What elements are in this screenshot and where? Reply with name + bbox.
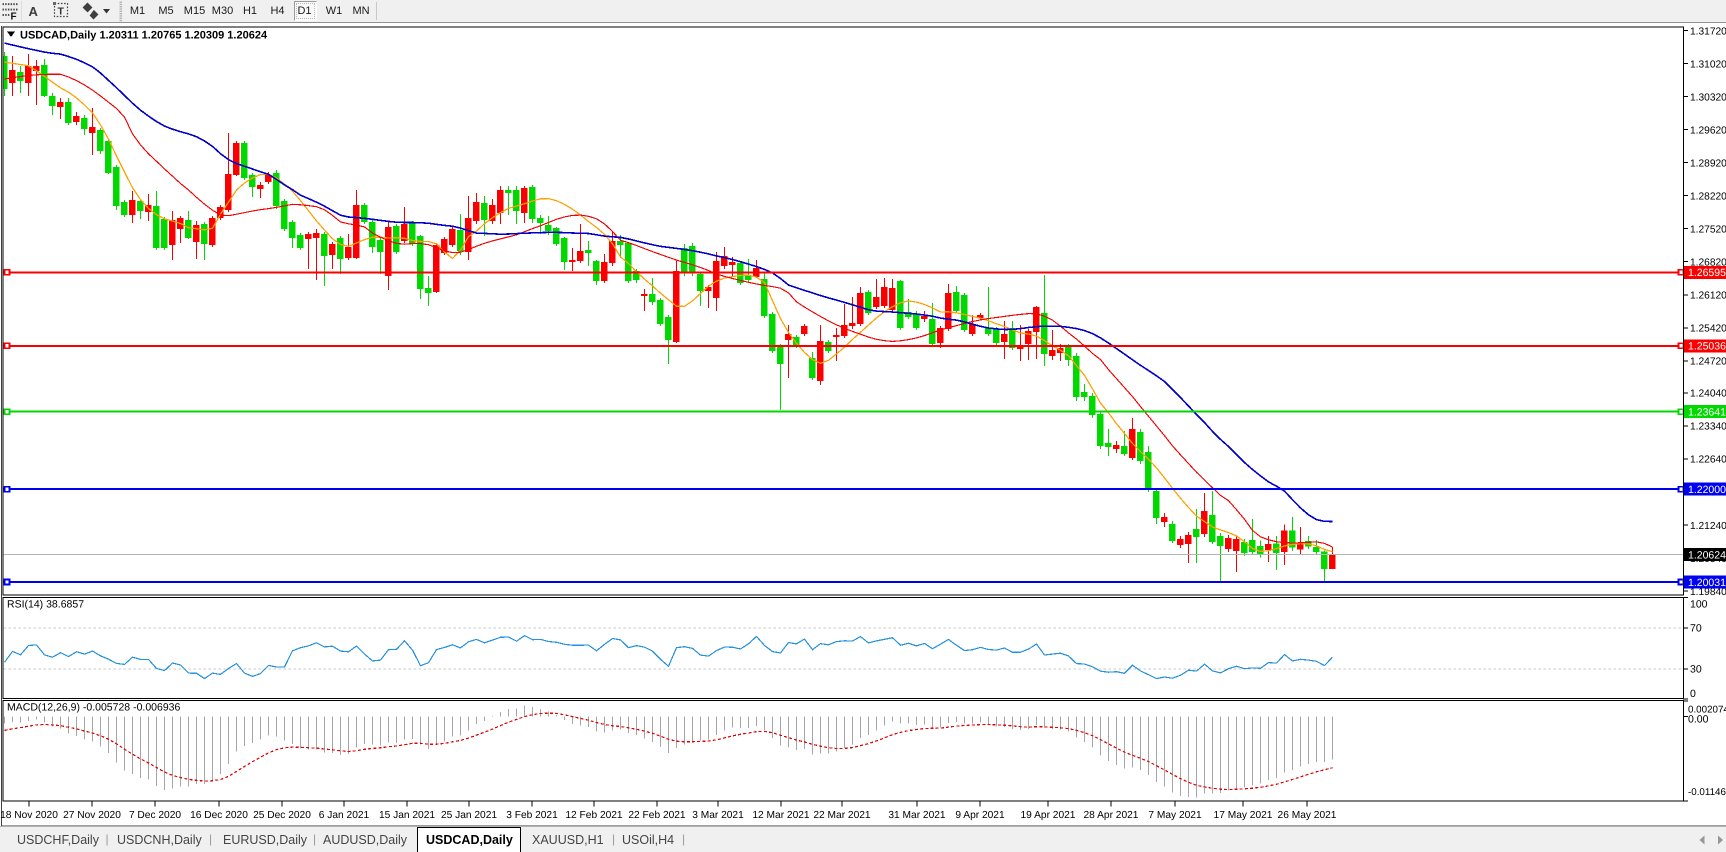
svg-text:7 Dec 2020: 7 Dec 2020: [129, 810, 181, 821]
svg-text:7 May 2021: 7 May 2021: [1148, 810, 1202, 821]
svg-text:70: 70: [1690, 623, 1702, 635]
svg-text:1.25420: 1.25420: [1690, 324, 1726, 335]
svg-text:1.25036: 1.25036: [1688, 341, 1726, 353]
svg-text:1.22640: 1.22640: [1690, 455, 1726, 466]
svg-text:1.19840: 1.19840: [1690, 587, 1726, 598]
svg-text:31 Mar 2021: 31 Mar 2021: [888, 810, 946, 821]
svg-text:1.29620: 1.29620: [1690, 125, 1726, 136]
svg-text:1.28920: 1.28920: [1690, 158, 1726, 169]
svg-text:1.24720: 1.24720: [1690, 357, 1726, 368]
svg-text:1.28220: 1.28220: [1690, 192, 1726, 203]
svg-text:1.24040: 1.24040: [1690, 389, 1726, 400]
svg-text:25 Dec 2020: 25 Dec 2020: [253, 810, 311, 821]
svg-text:1.26820: 1.26820: [1690, 258, 1726, 269]
svg-text:30: 30: [1690, 664, 1702, 676]
svg-text:1.23340: 1.23340: [1690, 422, 1726, 433]
svg-text:MACD(12,26,9) -0.005728 -0.006: MACD(12,26,9) -0.005728 -0.006936: [7, 702, 181, 714]
svg-text:9 Apr 2021: 9 Apr 2021: [955, 810, 1005, 821]
svg-text:1.22000: 1.22000: [1688, 484, 1726, 496]
svg-text:100: 100: [1690, 598, 1708, 610]
svg-text:1.26120: 1.26120: [1690, 291, 1726, 302]
svg-text:12 Mar 2021: 12 Mar 2021: [752, 810, 810, 821]
svg-text:1.26595: 1.26595: [1688, 267, 1726, 279]
svg-text:1.20031: 1.20031: [1688, 577, 1726, 589]
svg-text:22 Feb 2021: 22 Feb 2021: [628, 810, 686, 821]
svg-text:0.002074: 0.002074: [1688, 704, 1726, 715]
svg-text:T: T: [58, 6, 65, 18]
svg-text:6 Jan 2021: 6 Jan 2021: [319, 810, 370, 821]
svg-text:19 Apr 2021: 19 Apr 2021: [1021, 810, 1076, 821]
svg-text:25 Jan 2021: 25 Jan 2021: [441, 810, 497, 821]
svg-text:RSI(14) 38.6857: RSI(14) 38.6857: [7, 599, 84, 611]
svg-text:USDCAD,Daily 1.20311 1.20765: USDCAD,Daily 1.20311 1.20765 1.20309 1.2…: [20, 30, 268, 42]
svg-text:-0.011462: -0.011462: [1688, 787, 1726, 798]
svg-text:1.30320: 1.30320: [1690, 92, 1726, 103]
svg-text:1.31720: 1.31720: [1690, 26, 1726, 37]
svg-text:0: 0: [1690, 688, 1696, 700]
svg-text:0.00: 0.00: [1688, 714, 1709, 726]
svg-text:16 Dec 2020: 16 Dec 2020: [190, 810, 248, 821]
svg-text:15 Jan 2021: 15 Jan 2021: [379, 810, 435, 821]
svg-text:28 Apr 2021: 28 Apr 2021: [1084, 810, 1139, 821]
svg-text:26 May 2021: 26 May 2021: [1278, 810, 1337, 821]
svg-text:18 Nov 2020: 18 Nov 2020: [0, 810, 58, 821]
svg-text:22 Mar 2021: 22 Mar 2021: [813, 810, 871, 821]
svg-text:F: F: [11, 12, 17, 23]
svg-text:1.31020: 1.31020: [1690, 59, 1726, 70]
svg-text:3 Mar 2021: 3 Mar 2021: [692, 810, 744, 821]
svg-text:12 Feb 2021: 12 Feb 2021: [565, 810, 623, 821]
svg-text:1.27520: 1.27520: [1690, 225, 1726, 236]
svg-text:27 Nov 2020: 27 Nov 2020: [63, 810, 121, 821]
svg-text:1.23641: 1.23641: [1688, 407, 1726, 419]
svg-text:1.21240: 1.21240: [1690, 521, 1726, 532]
svg-text:3 Feb 2021: 3 Feb 2021: [506, 810, 558, 821]
svg-text:1.20624: 1.20624: [1688, 549, 1726, 561]
svg-text:A: A: [29, 4, 39, 19]
svg-text:17 May 2021: 17 May 2021: [1214, 810, 1273, 821]
